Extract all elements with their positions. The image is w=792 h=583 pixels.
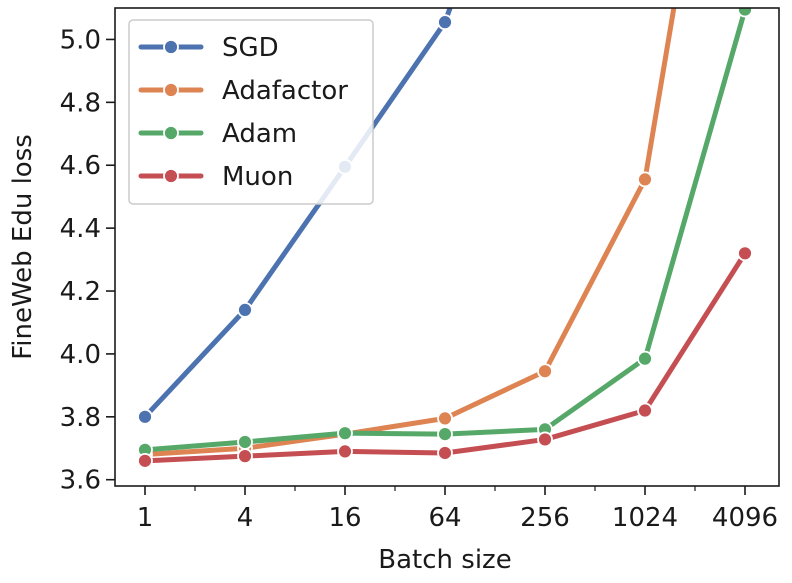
legend-marker-sgd — [163, 39, 179, 55]
legend-item-adam: Adam — [138, 119, 297, 149]
legend: SGD Adafactor Adam Muon — [128, 19, 374, 205]
legend-marker-adafactor — [163, 82, 179, 98]
data-point-adafactor — [637, 171, 653, 188]
series-muon — [137, 245, 753, 469]
plot-frame — [114, 7, 780, 487]
x-tick-label: 4 — [237, 503, 254, 533]
data-point-adafactor — [437, 410, 453, 427]
legend-marker-adam — [163, 125, 179, 141]
x-tick-label: 1 — [137, 503, 154, 533]
legend-item-adafactor: Adafactor — [138, 76, 348, 106]
data-point-adam — [437, 426, 453, 443]
y-tick-label: 4.2 — [60, 277, 101, 307]
data-point-sgd — [437, 14, 453, 31]
data-point-muon — [637, 402, 653, 419]
data-point-adam — [737, 8, 753, 18]
data-point-muon — [337, 443, 353, 460]
data-point-adafactor — [537, 363, 553, 380]
legend-marker-muon — [163, 168, 179, 184]
data-point-adam — [237, 434, 253, 450]
data-point-muon — [737, 245, 753, 262]
data-point-muon — [537, 431, 553, 448]
x-tick-label: 256 — [520, 503, 570, 533]
legend-label-sgd: SGD — [222, 33, 279, 63]
y-tick-label: 5.0 — [60, 25, 101, 55]
legend-label-adafactor: Adafactor — [222, 76, 348, 106]
legend-label-adam: Adam — [222, 119, 297, 149]
data-point-sgd — [137, 408, 153, 425]
y-axis: 3.6 3.8 4.0 4.2 4.4 4.6 4.8 5.0 — [60, 25, 115, 496]
x-tick-label: 4096 — [712, 503, 778, 533]
y-tick-label: 4.8 — [60, 88, 101, 118]
legend-item-sgd: SGD — [138, 33, 279, 63]
legend-label-muon: Muon — [222, 162, 293, 192]
legend-box — [128, 19, 374, 205]
y-tick-label: 4.6 — [60, 151, 101, 181]
y-tick-label: 3.8 — [60, 403, 101, 433]
data-point-adam — [337, 425, 353, 442]
x-tick-label: 64 — [428, 503, 461, 533]
series-layer — [137, 8, 753, 469]
data-point-adam — [637, 350, 653, 367]
data-point-muon — [137, 452, 153, 469]
y-tick-label: 4.0 — [60, 340, 101, 370]
data-point-sgd — [237, 301, 253, 318]
y-axis-label: FineWeb Edu loss — [8, 134, 38, 360]
x-tick-label: 1024 — [612, 503, 678, 533]
y-tick-label: 4.4 — [60, 214, 101, 244]
x-tick-label: 16 — [328, 503, 361, 533]
data-point-muon — [237, 448, 253, 465]
x-axis: 1 4 16 64 256 1024 4096 — [137, 486, 778, 533]
data-point-muon — [437, 445, 453, 461]
series-adam — [137, 8, 753, 458]
y-tick-label: 3.6 — [60, 466, 101, 496]
legend-item-muon: Muon — [138, 162, 293, 192]
x-axis-label: Batch size — [378, 545, 511, 575]
